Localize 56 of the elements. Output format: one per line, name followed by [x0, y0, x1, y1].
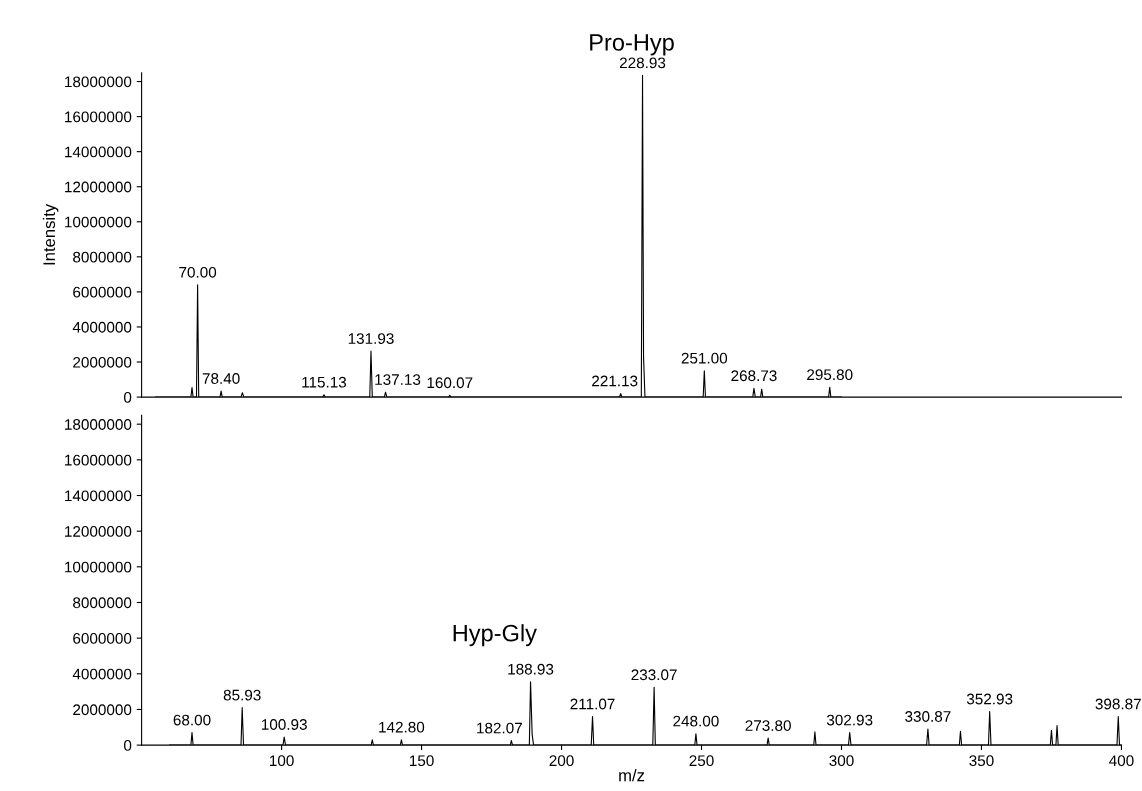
- y-tick-label: 8000000: [73, 597, 132, 609]
- x-axis-title: m/z: [619, 769, 645, 782]
- annotation: 78.40: [202, 373, 240, 384]
- annotation: 352.93: [966, 693, 1013, 705]
- y-tick-label: 6000000: [73, 286, 132, 298]
- y-tick-label: 4000000: [72, 668, 132, 680]
- annotation: 142.80: [379, 721, 425, 733]
- x-tick-label: 400: [1109, 755, 1134, 767]
- annotation: 251.00: [681, 352, 728, 364]
- y-tick-label: 6000000: [73, 633, 132, 644]
- y-tick-label: 16000000: [65, 111, 132, 123]
- y-tick-label: 12000000: [65, 181, 132, 193]
- annotation: 160.07: [427, 377, 473, 389]
- annotation: 100.93: [261, 719, 307, 730]
- y-tick-label: 4000000: [72, 321, 132, 333]
- annotation: 330.87: [905, 711, 951, 722]
- y-tick-label: 18000000: [65, 76, 132, 88]
- annotation: 131.93: [348, 333, 394, 344]
- annotation: 211.07: [570, 698, 615, 710]
- x-tick-label: 200: [549, 755, 574, 767]
- annotation: 221.13: [592, 375, 638, 387]
- y-tick-label: 12000000: [65, 526, 132, 537]
- y-tick-label: 16000000: [65, 454, 132, 466]
- x-tick-label: 250: [689, 755, 714, 767]
- annotation: 228.93: [619, 57, 666, 69]
- chart-title: Pro-Hyp: [590, 34, 674, 56]
- y-axis-title: Intensity: [42, 203, 59, 265]
- x-tick-label: 100: [270, 755, 294, 767]
- annotation: 268.73: [731, 370, 777, 382]
- annotation: 295.80: [807, 369, 853, 381]
- y-tick-label: 18000000: [65, 419, 132, 430]
- y-tick-label: 0: [123, 391, 132, 403]
- annotation: 302.93: [826, 714, 873, 726]
- annotation: 85.93: [223, 689, 261, 701]
- annotation: 70.00: [179, 266, 217, 278]
- annotation: 182.07: [477, 722, 522, 734]
- annotation: 248.00: [673, 715, 719, 727]
- y-tick-label: 14000000: [65, 490, 132, 502]
- annotation: 115.13: [302, 376, 347, 388]
- x-tick-label: 300: [829, 755, 854, 767]
- y-tick-label: 10000000: [65, 561, 132, 573]
- annotation: 188.93: [508, 663, 554, 675]
- annotation: 398.87: [1095, 698, 1141, 710]
- y-tick-label: 8000000: [73, 251, 132, 263]
- annotation: 68.00: [173, 714, 211, 726]
- annotation: 137.13: [375, 374, 421, 385]
- y-tick-label: 10000000: [65, 216, 132, 228]
- y-tick-label: 2000000: [73, 704, 132, 716]
- text: Hyp-Gly: [453, 624, 537, 647]
- y-tick-label: 2000000: [73, 356, 132, 368]
- y-tick-label: 14000000: [65, 146, 132, 158]
- x-tick-label: 350: [969, 755, 994, 767]
- annotation: 233.07: [631, 669, 677, 681]
- annotation: 273.80: [745, 720, 791, 731]
- x-tick-label: 150: [409, 755, 434, 767]
- y-tick-label: 0: [123, 739, 132, 751]
